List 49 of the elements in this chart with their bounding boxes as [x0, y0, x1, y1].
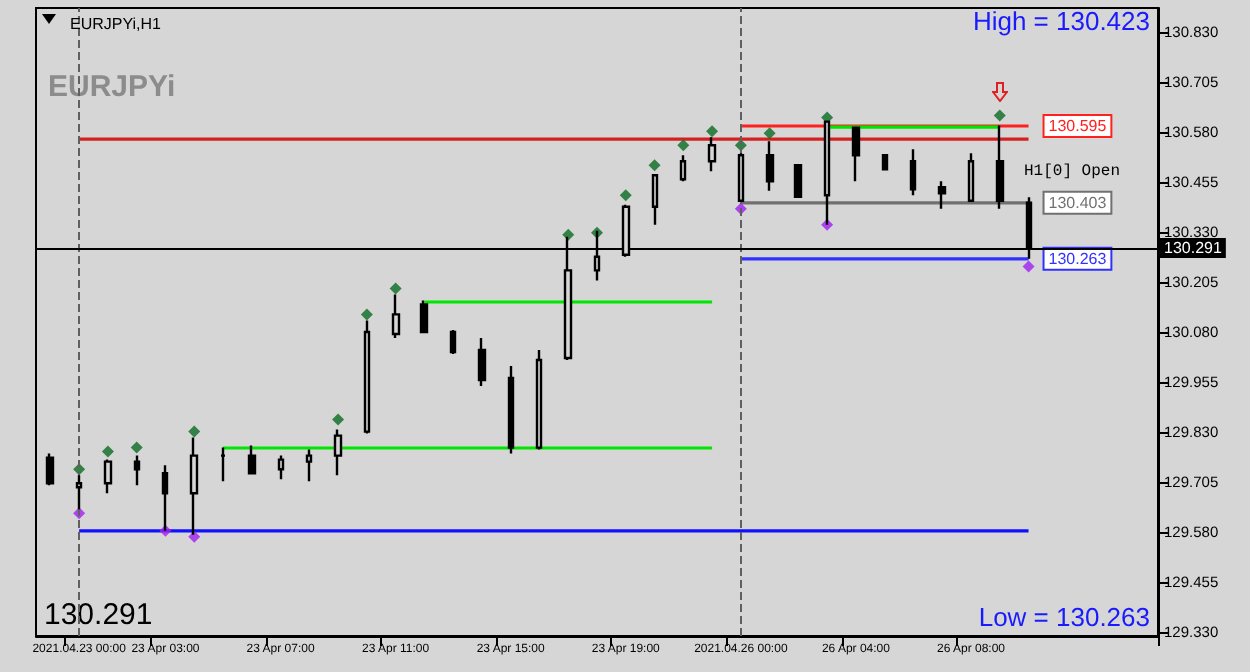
annotation: High = 130.423	[972, 6, 1151, 36]
point	[188, 425, 201, 438]
point	[1022, 260, 1035, 273]
chart-title: EURJPYi,H1	[70, 15, 163, 33]
candlestick	[793, 164, 803, 198]
candlestick	[219, 446, 227, 483]
annotation: H1[0] Open	[1024, 163, 1121, 181]
point	[332, 413, 345, 426]
candlestick	[305, 448, 313, 483]
candlestick	[45, 452, 55, 487]
candlestick	[651, 174, 659, 226]
point	[706, 125, 719, 138]
point	[101, 445, 114, 458]
candlestick	[937, 180, 947, 210]
point	[562, 228, 575, 241]
candlestick	[765, 140, 775, 192]
candlestick	[967, 152, 975, 202]
annotation: EURJPYi	[48, 70, 176, 104]
point	[389, 282, 402, 295]
candlestick	[247, 444, 257, 475]
point	[993, 109, 1006, 122]
candlestick	[277, 454, 285, 481]
candlestick	[507, 364, 515, 455]
candlestick	[679, 154, 687, 183]
candlestick	[419, 299, 429, 334]
point	[130, 441, 143, 454]
annotation: Low = 130.263	[978, 602, 1150, 632]
point	[188, 530, 201, 543]
point	[360, 308, 373, 321]
point	[619, 189, 632, 202]
candlestick	[851, 126, 861, 183]
candlestick	[103, 458, 113, 495]
candlestick	[737, 152, 745, 202]
candlestick	[449, 328, 457, 356]
candlestick	[535, 348, 543, 451]
candlestick	[333, 428, 343, 477]
annotation: 130.291	[44, 598, 153, 632]
point	[648, 159, 661, 172]
candlestick	[477, 336, 487, 388]
candlestick	[881, 154, 889, 171]
candlestick	[909, 148, 917, 197]
point	[677, 139, 690, 152]
data-label: 130.403	[1048, 193, 1108, 212]
point	[763, 127, 776, 140]
candlestick	[133, 454, 141, 487]
candlestick	[995, 124, 1005, 210]
data-label: 130.595	[1048, 117, 1108, 135]
ref-line-label: 130.291	[1164, 239, 1223, 257]
data-label: 130.263	[1048, 249, 1108, 268]
